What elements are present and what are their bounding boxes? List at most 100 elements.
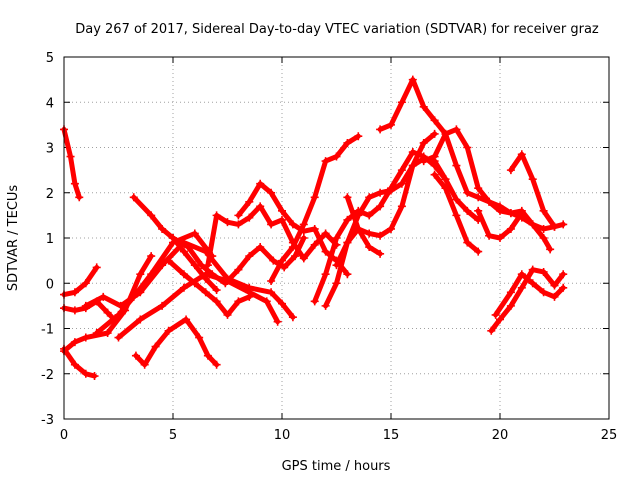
- data-point: [321, 270, 330, 279]
- data-point: [267, 276, 276, 285]
- data-point: [212, 286, 221, 295]
- data-point: [70, 338, 79, 347]
- series-trace-21: [419, 125, 555, 254]
- data-point: [179, 270, 188, 279]
- data-point: [496, 206, 504, 215]
- data-point: [487, 326, 496, 335]
- data-point: [81, 301, 90, 310]
- data-point: [528, 265, 537, 274]
- data-point: [491, 310, 500, 319]
- data-point: [81, 279, 90, 288]
- data-point: [92, 329, 101, 338]
- data-point: [195, 333, 204, 342]
- data-point: [147, 252, 156, 261]
- data-point: [496, 315, 504, 324]
- data-point: [485, 197, 494, 206]
- data-point: [99, 292, 108, 301]
- data-point: [234, 297, 243, 306]
- data-point: [223, 218, 232, 227]
- data-point: [463, 238, 472, 247]
- data-point: [256, 243, 265, 252]
- x-tick-label: 5: [169, 428, 177, 443]
- axis-ticks: 0 5 10 15 20 25 -3 -2 -1 0 1 2 3 4 5: [41, 51, 617, 443]
- data-point: [474, 184, 483, 193]
- data-point: [129, 193, 138, 202]
- data-series: [60, 75, 568, 381]
- data-point: [376, 249, 385, 258]
- data-point: [387, 186, 395, 195]
- data-point: [212, 297, 221, 306]
- data-point: [474, 193, 483, 202]
- series-trace-1: [60, 125, 84, 202]
- data-point: [343, 270, 352, 279]
- data-point: [496, 234, 504, 242]
- series-trace-4: [60, 344, 99, 381]
- data-point: [559, 283, 568, 292]
- data-point: [539, 267, 548, 276]
- data-point: [485, 231, 494, 240]
- series-trace-22: [430, 170, 483, 256]
- data-point: [179, 247, 188, 256]
- data-point: [528, 279, 537, 288]
- series-trace-23: [474, 206, 526, 242]
- data-point: [441, 184, 450, 193]
- series-trace-10: [131, 315, 221, 369]
- data-point: [550, 222, 559, 231]
- data-point: [387, 224, 395, 233]
- x-tick-label: 20: [492, 428, 509, 443]
- y-tick-label: -2: [41, 368, 54, 383]
- data-point: [245, 213, 254, 222]
- data-point: [269, 256, 278, 265]
- data-point: [190, 279, 199, 288]
- data-point: [234, 211, 243, 220]
- data-point: [430, 116, 439, 125]
- data-point: [136, 315, 145, 324]
- data-point: [332, 152, 341, 161]
- data-point: [262, 297, 271, 306]
- data-point: [245, 292, 254, 301]
- data-point: [267, 288, 276, 297]
- data-point: [376, 188, 385, 197]
- data-point: [546, 245, 555, 254]
- data-point: [140, 360, 149, 369]
- data-point: [75, 193, 84, 202]
- data-point: [343, 193, 352, 202]
- data-point: [267, 188, 276, 197]
- series-trace-26: [491, 270, 568, 319]
- y-tick-label: 3: [46, 142, 54, 157]
- series-line: [83, 240, 296, 320]
- series-line: [344, 194, 383, 257]
- series-trace-11: [164, 256, 254, 319]
- data-point: [365, 193, 374, 202]
- data-point: [114, 310, 123, 319]
- series-line: [166, 258, 252, 318]
- data-point: [365, 229, 374, 238]
- data-point: [517, 150, 526, 159]
- data-point: [90, 372, 99, 381]
- data-point: [397, 166, 406, 175]
- data-point: [419, 157, 428, 166]
- data-point: [474, 206, 483, 215]
- data-point: [452, 125, 461, 134]
- data-point: [147, 211, 156, 220]
- data-point: [321, 229, 330, 238]
- data-point: [278, 215, 286, 224]
- data-point: [321, 247, 330, 256]
- series-trace-24: [506, 150, 559, 231]
- data-point: [129, 292, 138, 301]
- data-point: [332, 279, 341, 288]
- data-point: [158, 301, 167, 310]
- data-point: [517, 270, 526, 279]
- data-point: [441, 129, 450, 138]
- data-point: [539, 224, 548, 233]
- data-point: [506, 288, 515, 297]
- data-point: [441, 175, 450, 184]
- data-point: [408, 75, 417, 84]
- data-point: [332, 261, 341, 270]
- data-point: [559, 220, 568, 229]
- data-point: [387, 120, 395, 129]
- data-point: [343, 238, 352, 247]
- data-point: [278, 206, 286, 215]
- data-point: [70, 360, 79, 369]
